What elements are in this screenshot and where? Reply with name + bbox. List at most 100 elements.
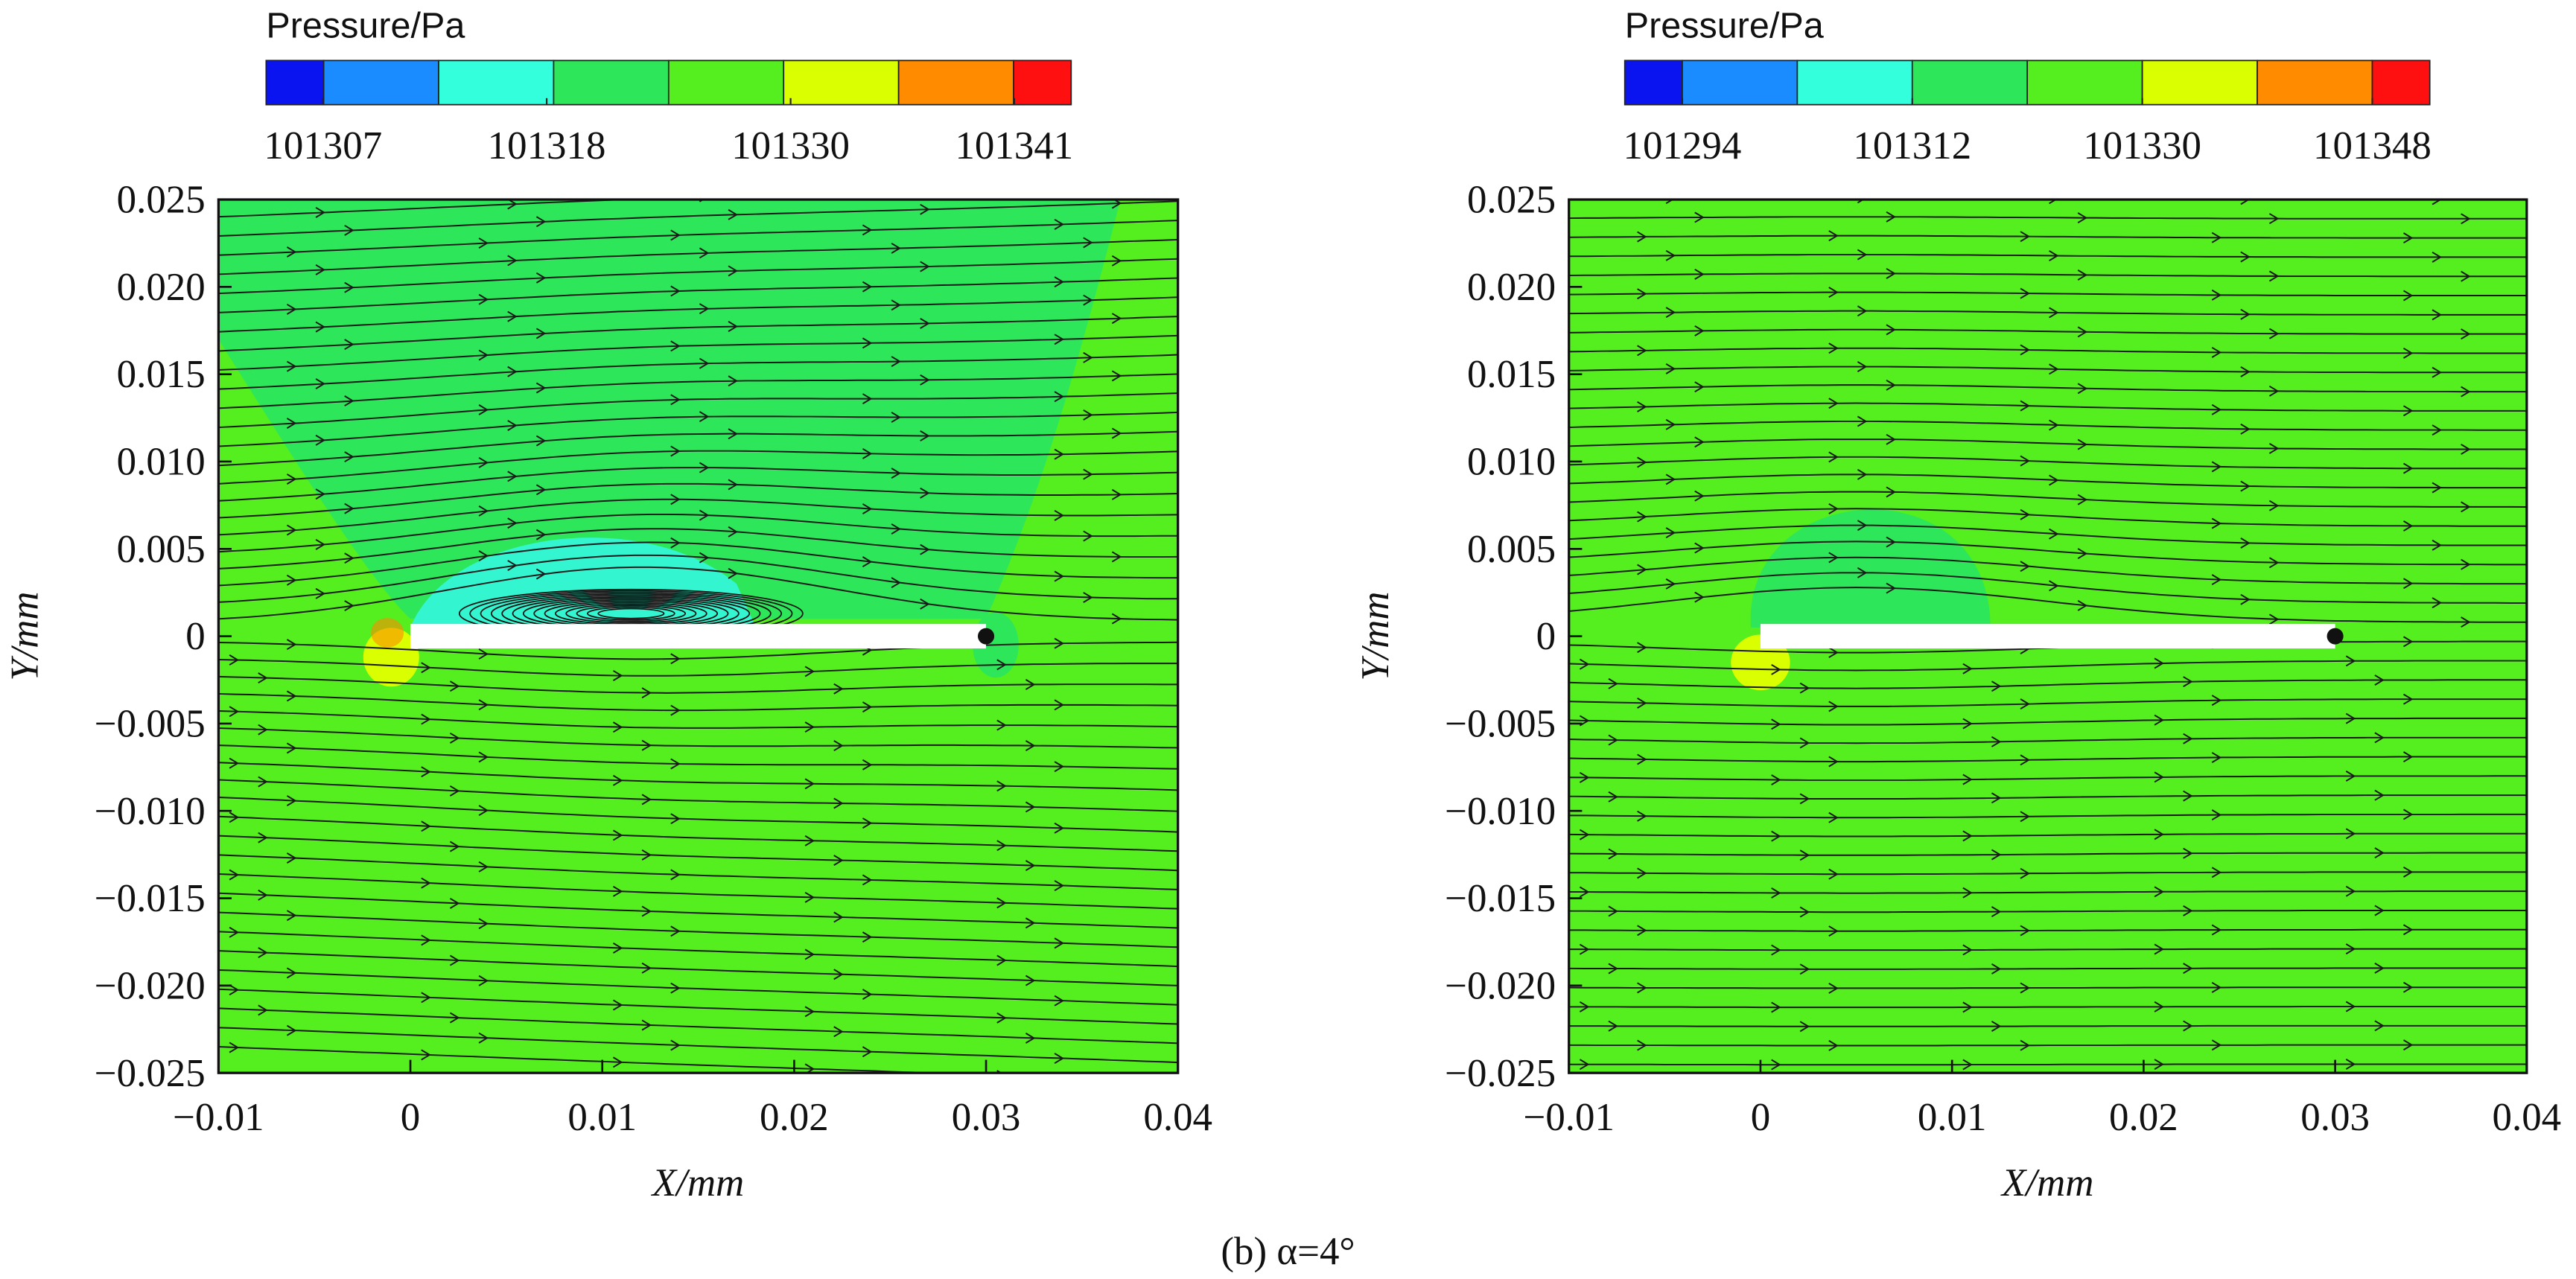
colorbar-swatch: [783, 60, 900, 106]
streamline: [218, 541, 1178, 587]
streamline-arrow: [2268, 500, 2280, 511]
streamline-arrow: [449, 785, 460, 797]
streamline-arrow: [229, 757, 240, 769]
streamline-arrow: [804, 721, 815, 733]
recirculation: [565, 603, 697, 624]
streamline-arrow: [1799, 737, 1810, 749]
streamline-arrow: [2374, 674, 2385, 686]
streamline-arrow: [1608, 791, 1618, 803]
streamline: [1568, 384, 2527, 393]
streamline-arrow: [1579, 886, 1590, 898]
streamline-arrow: [344, 224, 354, 236]
streamline: [1568, 310, 2527, 316]
colorbar-swatch: [2257, 60, 2373, 106]
streamline-arrow: [421, 820, 431, 832]
streamline-arrow: [1637, 345, 1647, 357]
streamlines: [1568, 200, 2527, 1071]
streamline-arrow: [286, 574, 297, 586]
streamline-arrow: [344, 451, 354, 463]
streamline: [1568, 890, 2527, 894]
streamline-arrow: [286, 246, 297, 258]
streamline-arrow: [229, 654, 240, 666]
streamline: [218, 892, 1178, 929]
streamline-arrow: [1886, 379, 1896, 391]
streamline: [1568, 254, 2527, 258]
streamline-arrow: [2402, 520, 2414, 532]
streamline-arrow: [1857, 468, 1868, 480]
streamline-arrow: [229, 811, 240, 823]
streamline-arrow: [728, 526, 739, 538]
streamline-arrow: [670, 704, 681, 716]
streamline-arrow: [344, 395, 354, 406]
streamline: [218, 1046, 952, 1074]
streamline: [1568, 832, 2527, 838]
streamline-arrow: [862, 224, 873, 236]
streamline-arrow: [1828, 647, 1839, 658]
y-tick-label: 0.025: [117, 179, 206, 222]
streamline-arrow: [1962, 1059, 1973, 1071]
streamline-arrow: [1608, 905, 1618, 917]
streamline-arrow: [421, 1049, 431, 1061]
streamline-arrow: [1962, 944, 1973, 956]
streamline-arrow: [1054, 699, 1065, 711]
streamline: [1568, 291, 2527, 296]
streamline-arrow: [478, 805, 489, 817]
streamline-arrow: [862, 1046, 873, 1058]
field-region: [1750, 509, 1991, 628]
streamline-arrow: [478, 349, 489, 361]
streamline-arrow: [1579, 771, 1590, 783]
streamline-arrow: [2211, 404, 2222, 415]
colorbar-swatch: [2141, 60, 2258, 106]
streamline-arrow: [862, 503, 873, 514]
x-tick-label: 0.02: [760, 1096, 829, 1139]
streamline-arrow: [2240, 538, 2251, 549]
streamline-arrow: [1828, 983, 1839, 994]
streamline-arrow: [862, 447, 873, 459]
streamline-arrow: [286, 967, 297, 979]
streamline: [218, 835, 1178, 872]
streamline-arrow: [670, 813, 681, 825]
streamline-arrow: [920, 598, 930, 610]
streamline-arrow: [421, 992, 431, 1004]
streamline-arrow: [1637, 925, 1647, 937]
streamline-arrow: [1111, 255, 1122, 267]
streamline-arrow: [2268, 385, 2280, 397]
colorbar-swatch: [265, 60, 325, 106]
streamline-arrow: [1665, 527, 1676, 539]
streamline: [218, 950, 1178, 986]
colorbar-tick-label: 101330: [2083, 124, 2201, 168]
streamline-arrow: [1991, 680, 2002, 692]
streamline: [1568, 556, 2527, 585]
streamline-arrow: [1799, 849, 1810, 861]
x-tick-label: 0: [401, 1096, 420, 1139]
streamline-arrow: [258, 724, 268, 736]
streamline-arrow: [449, 897, 460, 909]
streamline-arrow: [2402, 866, 2414, 878]
trailing-edge: [2327, 628, 2344, 645]
streamline-arrow: [862, 817, 873, 829]
streamline-arrow: [670, 445, 681, 457]
streamline-arrow: [670, 340, 681, 352]
y-tick-label: −0.005: [1445, 703, 1556, 746]
streamline-arrow: [1054, 276, 1065, 288]
streamline: [218, 797, 1178, 833]
streamline-arrow: [2461, 328, 2471, 340]
streamline-arrow: [1111, 313, 1122, 325]
streamline-arrow: [862, 556, 873, 568]
streamline: [1568, 456, 2527, 470]
streamline: [218, 392, 1178, 429]
streamline-arrow: [1608, 848, 1618, 860]
streamline-arrow: [804, 948, 815, 960]
streamline-arrow: [2268, 328, 2280, 339]
streamline-arrow: [1579, 1059, 1590, 1071]
streamline-arrow: [833, 740, 844, 752]
streamline: [218, 238, 1178, 275]
streamline-arrow: [2461, 501, 2471, 513]
streamline-arrow: [344, 339, 354, 351]
streamline-arrow: [535, 568, 547, 580]
streamline-arrow: [286, 742, 297, 754]
streamline: [1568, 813, 2527, 819]
streamline-arrow: [699, 462, 710, 473]
y-tick-label: 0.005: [1467, 528, 1556, 571]
streamline-arrow: [286, 852, 297, 864]
